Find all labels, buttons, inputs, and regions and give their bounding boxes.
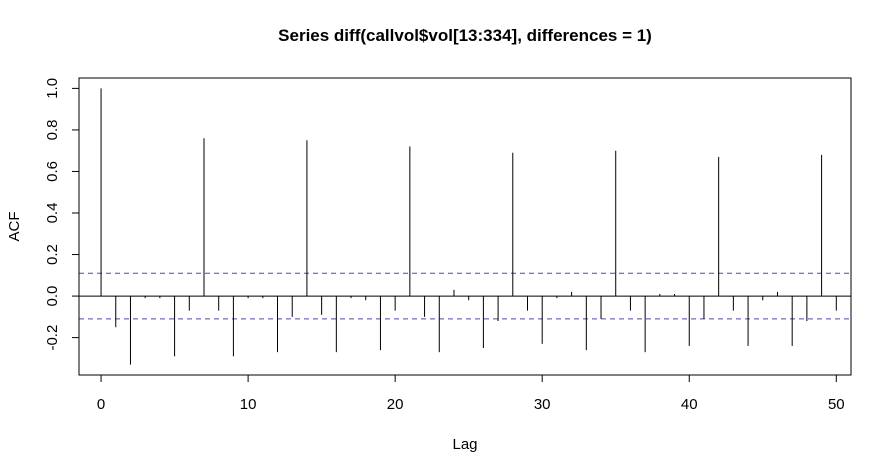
y-tick-label: 0.8 xyxy=(44,119,61,140)
x-tick-label: 20 xyxy=(387,396,404,413)
x-tick-label: 50 xyxy=(828,396,845,413)
x-tick-label: 10 xyxy=(240,396,257,413)
confidence-band xyxy=(79,272,851,320)
x-tick-label: 0 xyxy=(97,396,105,413)
chart-title: Series diff(callvol$vol[13:334], differe… xyxy=(278,26,652,45)
y-tick-label: -0.2 xyxy=(44,325,61,351)
y-tick-label: 0.2 xyxy=(44,244,61,265)
y-axis: -0.2 0.0 0.2 0.4 0.6 0.8 1.0 xyxy=(44,78,80,351)
y-tick-label: 0.0 xyxy=(44,286,61,307)
x-tick-label: 30 xyxy=(534,396,551,413)
x-axis: 0 10 20 30 40 50 xyxy=(97,374,845,413)
x-axis-label: Lag xyxy=(452,436,477,453)
y-axis-label: ACF xyxy=(6,212,23,242)
y-tick-label: 1.0 xyxy=(44,78,61,99)
x-tick-label: 40 xyxy=(681,396,698,413)
y-tick-label: 0.4 xyxy=(44,203,61,224)
acf-bars xyxy=(100,88,837,365)
y-tick-label: 0.6 xyxy=(44,161,61,182)
plot-frame xyxy=(78,77,852,376)
